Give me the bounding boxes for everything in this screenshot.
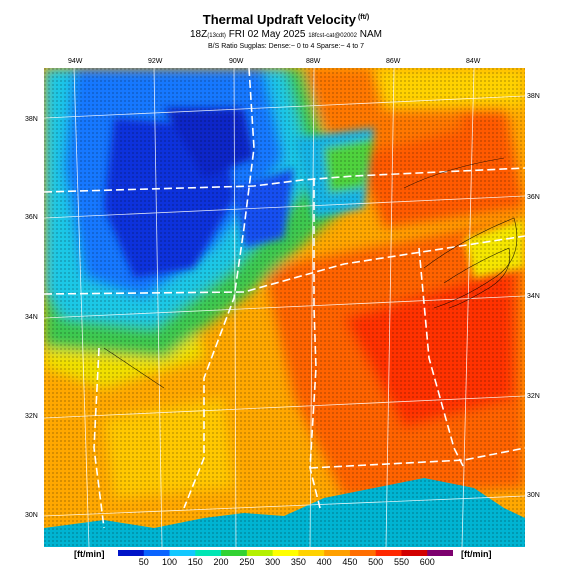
colorbar-tick-label: 200 <box>213 557 229 567</box>
lon-label-86w: 86W <box>386 58 401 65</box>
colorbar-swatch <box>272 550 299 556</box>
colorbar-tick-label: 100 <box>162 557 178 567</box>
forecast-model: NAM <box>356 29 382 40</box>
lat-label-left-38n: 38N <box>25 116 38 123</box>
lat-label-left-30n: 30N <box>25 512 38 519</box>
colorbar-unit-right: [ft/min] <box>461 549 492 559</box>
lat-label-right-34n: 34N <box>527 293 540 300</box>
forecast-time-line: 18Z(13cdt) FRI 02 May 2025 18fcst-cat@02… <box>0 29 572 40</box>
colorbar-swatch <box>195 550 222 556</box>
colorbar-swatch <box>169 550 196 556</box>
colorbar-tick-label: 600 <box>419 557 435 567</box>
lon-label-88w: 88W <box>306 58 321 65</box>
colorbar-tick-label: 350 <box>290 557 306 567</box>
colorbar-unit-left: [ft/min] <box>74 549 105 559</box>
stipple-overlay <box>44 68 525 547</box>
lat-label-left-36n: 36N <box>25 214 38 221</box>
lat-label-right-36n: 36N <box>527 194 540 201</box>
colorbar-swatch <box>298 550 325 556</box>
colorbar-swatch <box>427 550 453 556</box>
lon-label-94w: 94W <box>68 58 83 65</box>
forecast-hour-z: 18Z <box>190 29 208 40</box>
lat-label-right-32n: 32N <box>527 393 540 400</box>
forecast-local-time: (13cdt) <box>207 33 226 39</box>
lon-label-92w: 92W <box>148 58 163 65</box>
state-borders <box>44 68 525 529</box>
map-title-unit: (ft/) <box>357 13 370 21</box>
forecast-cycle: 18fcst-cat@02002 <box>308 33 357 39</box>
colorbar-tick-label: 50 <box>138 557 149 567</box>
lat-label-right-30n: 30N <box>527 492 540 499</box>
colorbar-tick-label: 400 <box>316 557 332 567</box>
map-title: Thermal Updraft Velocity (ft/) <box>0 12 572 27</box>
map-canvas <box>44 68 525 547</box>
lat-lon-grid <box>44 68 525 547</box>
colorbar-swatch <box>118 550 145 556</box>
ratio-note: B/S Ratio Sugplas: Dense:~ 0 to 4 Sparse… <box>207 43 365 50</box>
colorbar-tick-label: 250 <box>239 557 255 567</box>
map-title-text: Thermal Updraft Velocity <box>202 12 356 27</box>
lat-label-right-38n: 38N <box>527 93 540 100</box>
colorbar-swatch <box>143 550 171 556</box>
colorbar-tick-label: 450 <box>342 557 358 567</box>
colorbar-swatch <box>324 550 351 556</box>
lon-label-90w: 90W <box>229 58 244 65</box>
lat-label-left-34n: 34N <box>25 314 38 321</box>
lat-label-left-32n: 32N <box>25 413 38 420</box>
colorbar-tick-label: 550 <box>393 557 409 567</box>
colorbar-tick-label: 300 <box>265 557 281 567</box>
lon-label-84w: 84W <box>466 58 481 65</box>
terrain-contours <box>103 157 518 389</box>
colorbar-tick-label: 150 <box>187 557 203 567</box>
colorbar-swatch <box>349 550 377 556</box>
colorbar-swatch <box>401 550 428 556</box>
colorbar-swatch <box>375 550 402 556</box>
colorbar-swatch <box>221 550 248 556</box>
forecast-date: FRI 02 May 2025 <box>225 29 309 40</box>
colorbar <box>118 550 453 556</box>
colorbar-tick-label: 500 <box>368 557 384 567</box>
colorbar-swatch <box>246 550 274 556</box>
